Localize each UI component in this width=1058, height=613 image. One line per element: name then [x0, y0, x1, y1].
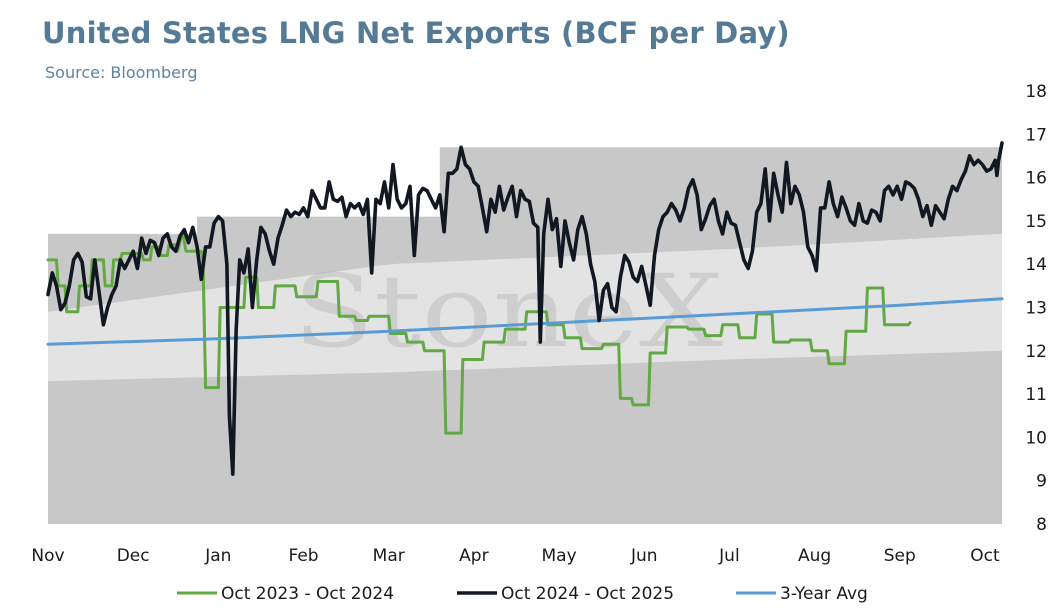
y-tick-label: 16: [1025, 169, 1047, 189]
y-tick-label: 8: [1036, 515, 1047, 535]
y-tick-label: 9: [1036, 472, 1047, 492]
legend-label-2: Oct 2024 - Oct 2025: [501, 584, 674, 604]
x-tick-label: Sep: [884, 546, 916, 566]
x-tick-label: Jun: [630, 546, 658, 566]
x-tick-label: Dec: [117, 546, 150, 566]
series-line-3: [46, 297, 1004, 346]
chart-title: United States LNG Net Exports (BCF per D…: [42, 16, 790, 50]
y-tick-label: 11: [1025, 385, 1047, 405]
legend: Oct 2023 - Oct 2024 Oct 2024 - Oct 2025 3-…: [177, 584, 868, 604]
y-tick-label: 10: [1025, 428, 1047, 448]
x-tick-label: Jan: [204, 546, 231, 566]
x-axis: Nov Dec Jan Feb Mar Apr May Jun Jul Aug Sep Oct: [31, 546, 1000, 566]
series-line-1: [46, 230, 912, 435]
x-tick-label: Mar: [373, 546, 405, 566]
y-tick-label: 12: [1025, 342, 1047, 362]
x-tick-label: Aug: [798, 546, 831, 566]
y-tick-label: 17: [1025, 125, 1047, 145]
legend-label-1: Oct 2023 - Oct 2024: [221, 584, 394, 604]
x-tick-label: Nov: [31, 546, 64, 566]
range-band-upper-light: [48, 233, 1002, 330]
x-tick-label: Apr: [459, 546, 488, 566]
y-tick-label: 15: [1025, 212, 1047, 232]
y-tick-label: 13: [1025, 299, 1047, 319]
y-axis: 8 9 10 11 12 13 14 15 16 17 18: [1025, 82, 1047, 535]
y-tick-label: 18: [1025, 82, 1047, 102]
legend-label-3: 3-Year Avg: [780, 584, 868, 604]
series-line-2: [46, 141, 1004, 476]
chart-source: Source: Bloomberg: [45, 63, 198, 82]
y-tick-label: 14: [1025, 255, 1047, 275]
x-tick-label: Jul: [718, 546, 740, 566]
x-tick-label: May: [541, 546, 576, 566]
x-tick-label: Feb: [288, 546, 318, 566]
series-lines: [46, 141, 1004, 476]
x-tick-label: Oct: [970, 546, 1000, 566]
